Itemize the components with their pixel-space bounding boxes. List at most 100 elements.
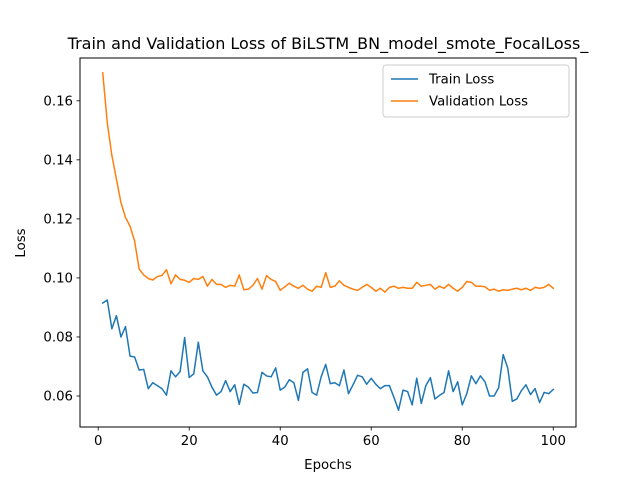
- train-loss-point: [206, 376, 209, 378]
- validation-loss-point: [411, 287, 413, 289]
- validation-loss-point: [211, 278, 213, 280]
- train-loss-point: [470, 375, 472, 377]
- train-loss-point: [265, 375, 268, 377]
- validation-loss-point: [370, 286, 372, 288]
- train-loss-point: [411, 404, 413, 406]
- train-loss-point: [111, 328, 113, 330]
- train-loss-point: [498, 387, 500, 389]
- validation-loss-point: [416, 281, 418, 283]
- validation-loss-point: [479, 285, 482, 287]
- validation-loss-point: [297, 287, 300, 289]
- validation-loss-point: [548, 283, 550, 286]
- x-tick-label: 100: [541, 434, 566, 449]
- train-loss-point: [425, 385, 427, 387]
- train-loss-point: [393, 396, 395, 399]
- validation-loss-point: [397, 287, 400, 289]
- train-loss-point: [311, 391, 313, 394]
- validation-loss-point: [284, 286, 286, 288]
- train-loss-point: [447, 370, 450, 372]
- validation-loss-point: [124, 216, 127, 219]
- validation-loss-point: [138, 268, 140, 270]
- train-loss-point: [338, 385, 340, 387]
- validation-loss-line: [101, 71, 555, 293]
- validation-loss-point: [279, 289, 281, 291]
- validation-loss-point: [466, 280, 468, 283]
- validation-loss-point: [161, 274, 163, 277]
- validation-loss-point: [147, 277, 149, 280]
- train-loss-point: [384, 385, 386, 387]
- validation-loss-point: [347, 286, 350, 288]
- validation-loss-point: [252, 284, 254, 286]
- validation-loss-point: [193, 277, 195, 280]
- train-loss-point: [525, 384, 527, 386]
- train-loss-point: [220, 390, 222, 393]
- train-loss-point: [247, 386, 249, 388]
- validation-loss-point: [320, 286, 322, 288]
- train-loss-point: [493, 395, 495, 397]
- train-loss-point: [275, 367, 277, 369]
- train-loss-point: [179, 370, 181, 373]
- validation-loss-point: [225, 286, 227, 288]
- validation-loss-point: [229, 284, 231, 286]
- train-loss-point: [174, 376, 177, 378]
- train-loss-point: [225, 380, 227, 382]
- validation-loss-point: [420, 285, 422, 287]
- validation-loss-point: [407, 287, 409, 289]
- train-loss-point: [479, 375, 482, 377]
- y-axis-label: Loss: [14, 228, 29, 257]
- validation-loss-point: [507, 289, 509, 291]
- validation-loss-point: [366, 283, 368, 286]
- validation-loss-point: [188, 281, 190, 283]
- train-loss-point: [539, 401, 541, 404]
- train-loss-point: [120, 336, 122, 338]
- axes-ticks: 0 20 40 60 80 100 0.06 0.08 0.10 0.12 0.14 0.16: [43, 95, 566, 449]
- validation-loss-point: [165, 269, 168, 271]
- validation-loss-point: [502, 289, 504, 291]
- train-loss-point: [397, 409, 400, 411]
- y-tick-label: 0.12: [43, 213, 73, 228]
- validation-loss-point: [275, 280, 277, 283]
- validation-loss-point: [461, 286, 463, 288]
- train-loss-point: [316, 394, 318, 396]
- y-tick-label: 0.16: [43, 95, 73, 110]
- validation-loss-point: [143, 274, 145, 276]
- validation-loss-point: [102, 72, 104, 74]
- train-loss-point: [243, 383, 245, 385]
- validation-loss-point: [270, 278, 272, 280]
- train-loss-point: [134, 356, 136, 358]
- validation-loss-point: [265, 274, 268, 277]
- train-loss-point: [548, 393, 550, 395]
- validation-loss-point: [261, 288, 263, 290]
- train-loss-point: [443, 391, 445, 394]
- x-tick-label: 20: [181, 434, 198, 449]
- legend-label-train-loss: Train Loss: [428, 73, 494, 88]
- train-loss-point: [215, 394, 218, 396]
- y-tick-label: 0.14: [43, 154, 73, 169]
- train-loss-point: [288, 379, 290, 381]
- train-loss-point: [429, 377, 431, 379]
- validation-loss-point: [206, 285, 209, 287]
- validation-loss-point: [375, 290, 377, 292]
- validation-loss-point: [179, 278, 181, 280]
- train-loss-point: [147, 388, 149, 390]
- validation-loss-point: [343, 284, 345, 286]
- train-loss-point: [161, 388, 163, 390]
- validation-loss-point: [484, 286, 486, 288]
- train-loss-point: [375, 383, 377, 385]
- validation-loss-point: [488, 289, 491, 291]
- train-loss-point: [438, 394, 441, 397]
- train-loss-point: [347, 393, 350, 395]
- validation-loss-point: [388, 286, 391, 288]
- validation-loss-point: [434, 288, 436, 290]
- train-loss-point: [356, 374, 359, 376]
- train-loss-point: [352, 384, 354, 386]
- validation-loss-point: [447, 283, 450, 286]
- validation-loss-point: [470, 281, 472, 283]
- validation-loss-point: [520, 289, 522, 291]
- validation-loss-point: [425, 284, 427, 286]
- validation-loss-point: [493, 288, 495, 290]
- train-loss-point: [511, 400, 513, 402]
- legend: Train Loss Validation Loss: [382, 64, 570, 118]
- validation-loss-point: [170, 283, 172, 285]
